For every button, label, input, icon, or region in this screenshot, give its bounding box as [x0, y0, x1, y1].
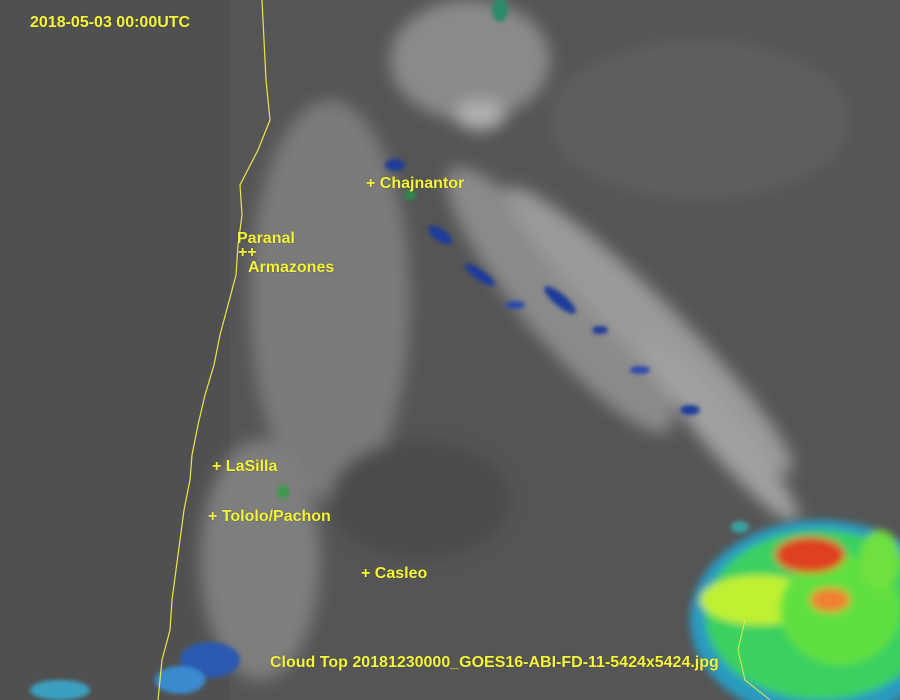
- border-line: [737, 619, 771, 700]
- site-label-paranal: Paranal: [237, 230, 295, 247]
- site-label-chajnantor: + Chajnantor: [366, 175, 465, 192]
- storm-system: [690, 520, 900, 700]
- site-label-tololo-pachon: + Tololo/Pachon: [208, 508, 331, 525]
- coastline: [157, 0, 271, 700]
- ridge-cloud-tops: [30, 0, 749, 700]
- site-label-casleo: + Casleo: [361, 565, 428, 582]
- site-markers-paranal-armazones: ++: [238, 244, 257, 261]
- site-label-lasilla: + LaSilla: [212, 458, 278, 475]
- timestamp-label: 2018-05-03 00:00UTC: [30, 14, 191, 31]
- site-label-armazones: Armazones: [248, 259, 335, 276]
- land-clouds: [200, 0, 850, 680]
- image-caption: Cloud Top 20181230000_GOES16-ABI-FD-11-5…: [270, 654, 719, 671]
